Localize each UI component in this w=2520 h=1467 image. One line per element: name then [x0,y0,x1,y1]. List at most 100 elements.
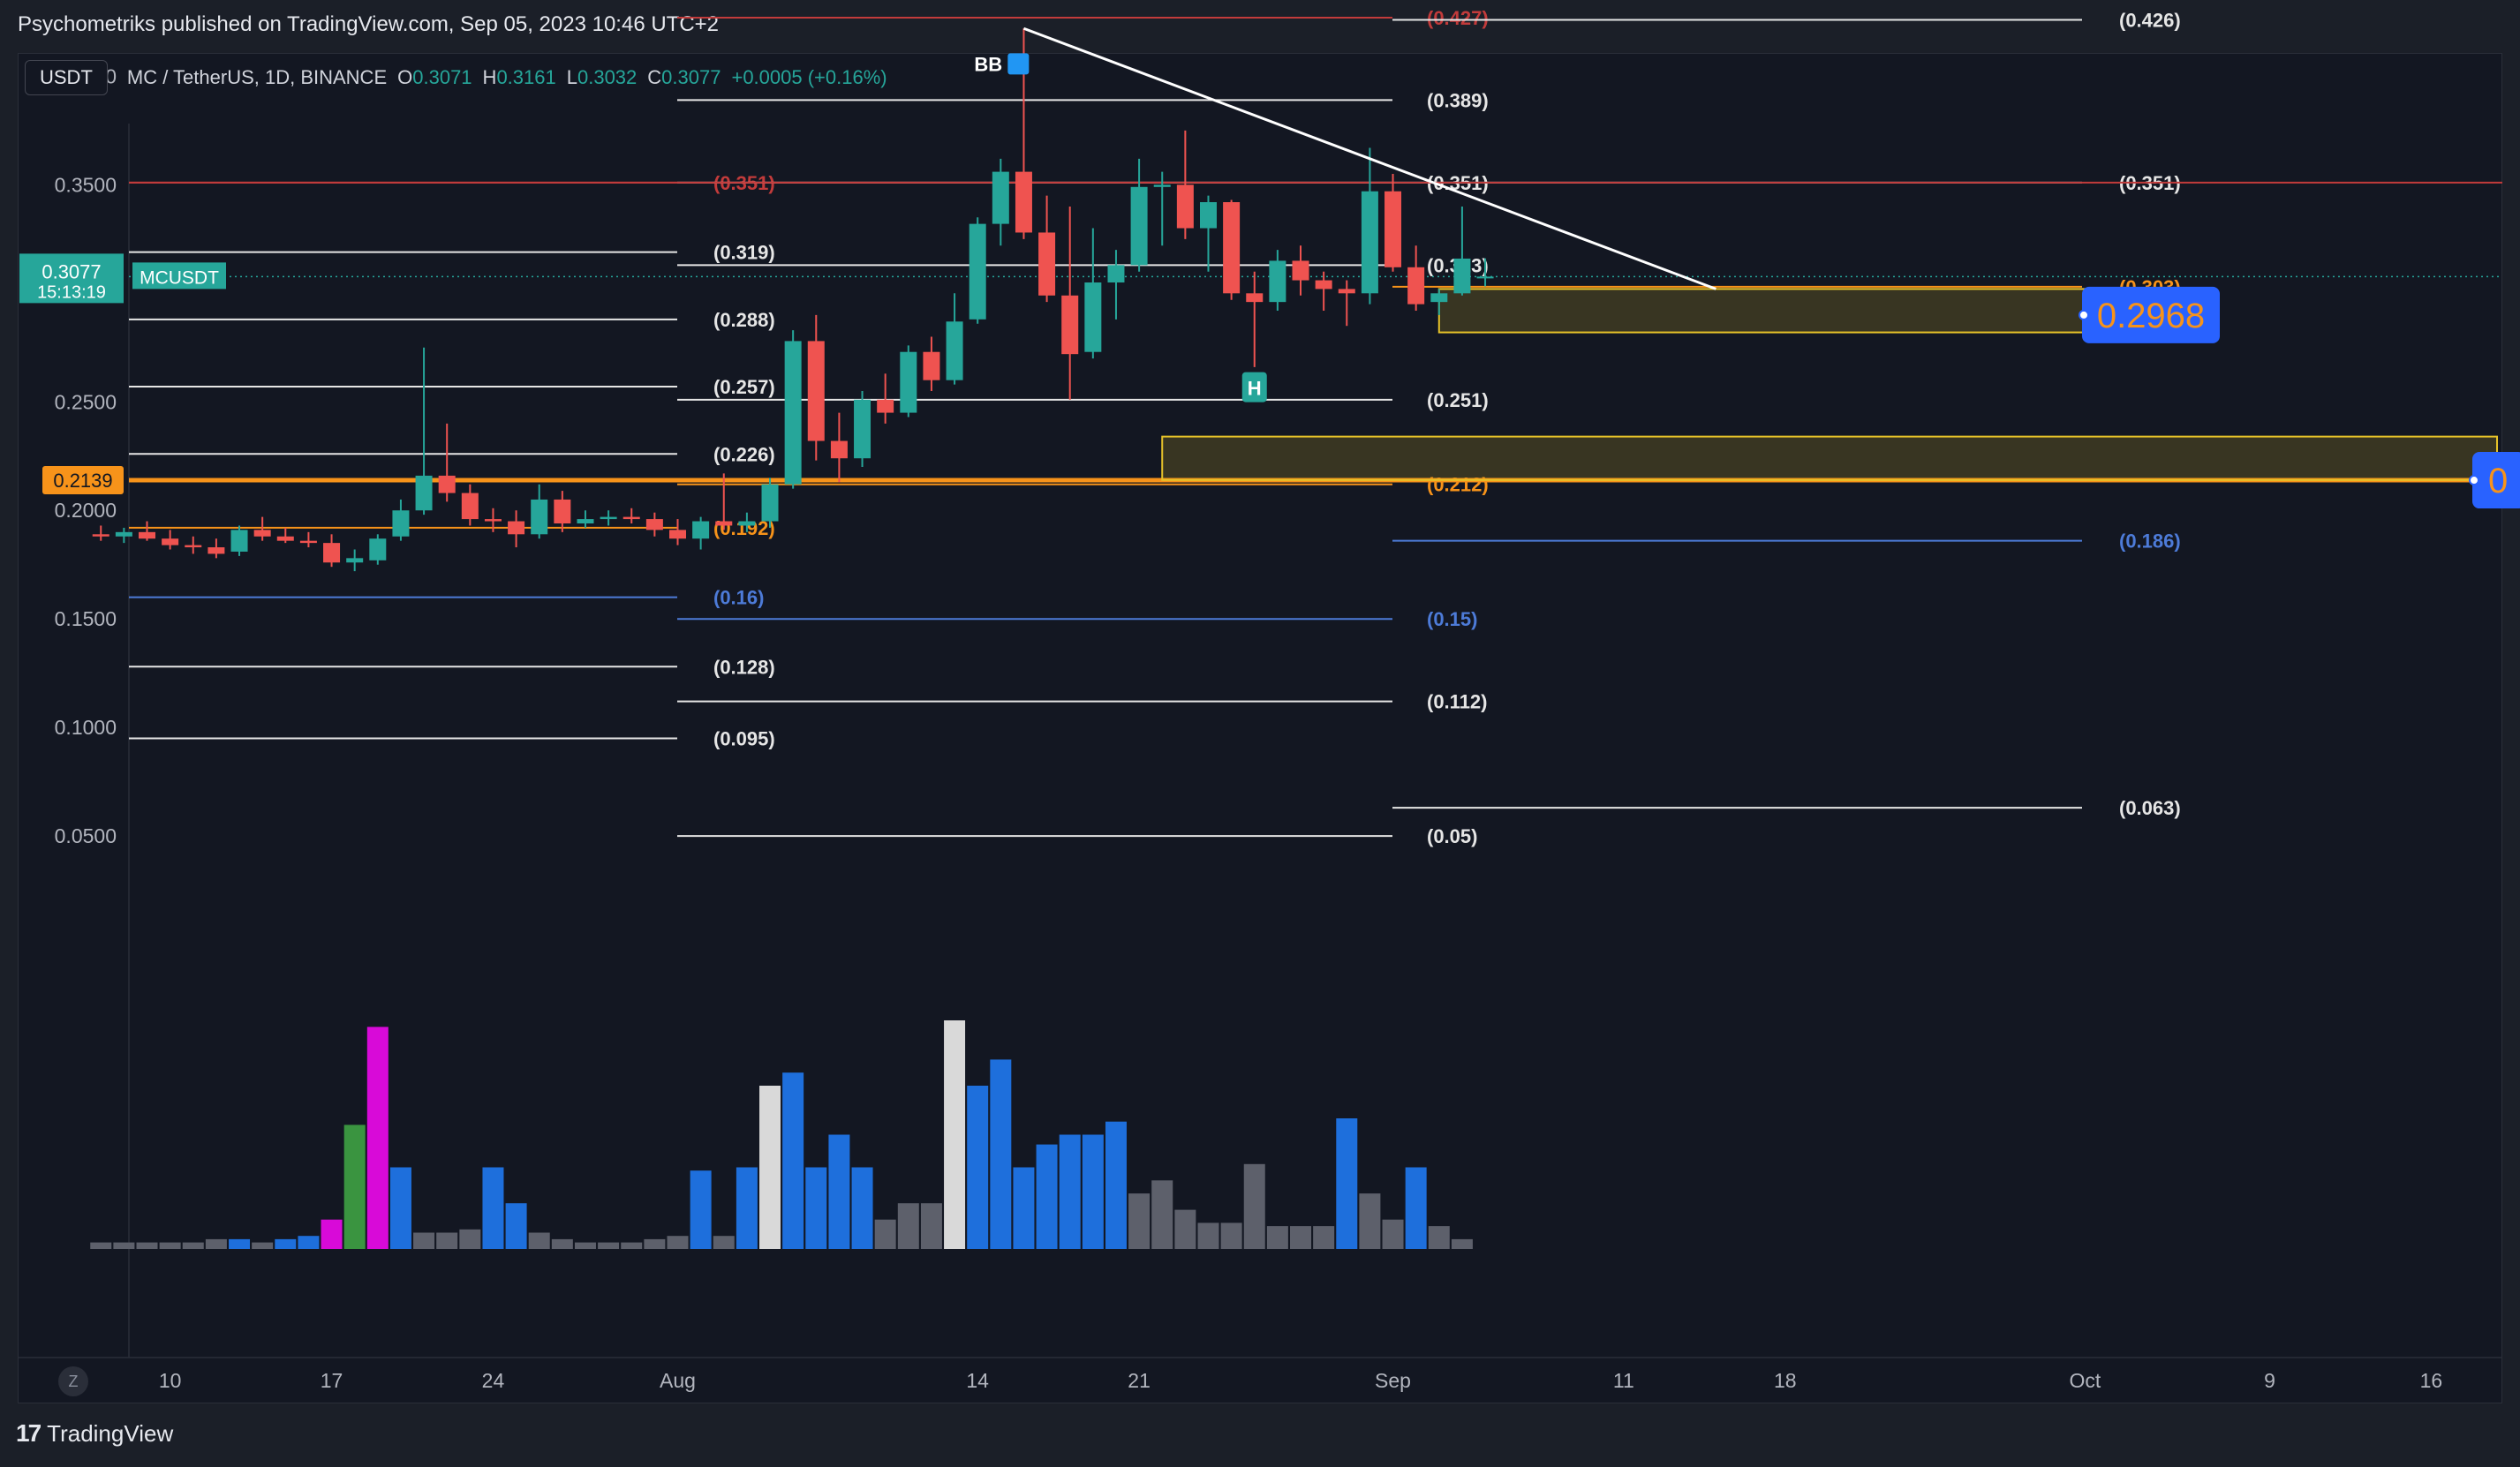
y-tick-label: 0.2000 [55,499,117,522]
fib-left-label: (0.257) [713,376,775,398]
candle-body [392,510,410,537]
candle-body [577,519,594,523]
candle-body [415,475,433,511]
candle-body [276,536,294,541]
candle-body [1061,295,1079,355]
symbol-tag-label: MCUSDT [140,267,219,288]
candle-body [900,351,917,413]
h-marker-badge [1241,372,1267,402]
candle-body [461,493,479,520]
y-tick-label: 0.1000 [55,716,117,739]
volume-bar [1428,1226,1450,1249]
x-tick-label: 14 [966,1369,989,1392]
candle-body [784,341,802,485]
volume-bar [343,1125,366,1249]
fib-mid-label: (0.427) [1427,7,1489,29]
candle-body [1315,280,1332,290]
target-zone-1 [1437,288,2086,334]
current-price-tag [19,253,124,304]
open-value: 0.3071 [412,66,472,88]
candle-body [1107,265,1125,283]
candle-body [645,519,663,530]
fib-layer: (0.319)(0.288)(0.257)(0.226)(0.192)(0.16… [129,7,2502,847]
zone-layer [1161,288,2498,481]
low-value: 0.3032 [577,66,638,88]
candle-body [854,399,871,459]
volume-bar [551,1238,573,1249]
symbol-legend: USDT MC / TetherUS, 1D, BINANCE O 0.3071… [25,58,887,97]
volume-bar [851,1167,873,1249]
volume-bar [1451,1238,1473,1249]
publisher-text: Psychometriks published on TradingView.c… [18,12,720,36]
candle-body [807,341,825,441]
volume-bar [713,1236,735,1249]
zone-value-handle-2 [2469,475,2479,486]
x-tick-label: 24 [482,1369,505,1392]
candle-body [715,521,733,526]
volume-bar [275,1238,297,1249]
volume-bar [1128,1193,1151,1249]
candle-body [139,531,156,539]
x-tick-label: 10 [159,1369,182,1392]
volume-bar [1405,1167,1427,1249]
fib-mid-label: (0.112) [1427,691,1488,713]
candle-body [230,530,248,552]
candle-body [600,516,617,520]
bb-marker-arrow-icon [1007,53,1030,75]
candle-body [1269,260,1286,303]
zone-value-handle [2079,309,2089,320]
candle-body [484,519,502,522]
candle-body [1223,202,1241,294]
volume-bar [505,1203,527,1249]
x-tick-label: 21 [1128,1369,1151,1392]
volume-bar [205,1238,227,1249]
candle-layer [92,28,1494,572]
volume-bar [805,1167,827,1249]
volume-bar [782,1072,804,1249]
candle-body [1153,184,1171,187]
fib-left-label: (0.16) [713,587,764,609]
branding-bar [0,1403,2520,1467]
volume-bar [252,1242,274,1249]
publisher-bar: Psychometriks published on TradingView.c… [0,0,2520,53]
candle-body [969,223,986,320]
volume-bar [1105,1121,1127,1249]
volume-bar [1174,1209,1196,1249]
candle-body [1476,276,1494,279]
candle-body [1246,293,1264,303]
fib-left-label: (0.288) [713,309,775,331]
fib-left-label: (0.226) [713,443,775,465]
x-tick-label: 11 [1613,1369,1634,1392]
candle-body [438,475,456,493]
support-price-value: 0.2139 [53,470,112,492]
candle-body [1407,267,1425,305]
candle-body [692,521,710,539]
currency-selector[interactable]: USDT [25,60,108,95]
tradingview-logo[interactable]: 17 TradingView [16,1419,173,1448]
volume-bar [1266,1226,1288,1249]
timezone-z-button[interactable]: Z [58,1366,88,1396]
symbol-title[interactable]: MC / TetherUS, 1D, BINANCE [126,66,388,88]
volume-bar [828,1134,850,1249]
bb-marker-label: BB [974,53,1002,75]
volume-bar [1197,1222,1219,1249]
volume-bar [459,1229,481,1249]
x-tick-label: Sep [1375,1369,1411,1392]
y-tick-label: 0.0500 [55,824,117,847]
volume-bar [944,1020,966,1249]
volume-bar [229,1238,251,1249]
candle-body [877,399,894,413]
volume-bar [113,1242,135,1249]
candle-countdown: 15:13:19 [37,282,106,302]
volume-bar [1359,1193,1381,1249]
candle-body [946,321,963,380]
candle-body [1430,293,1448,303]
fib-right-label: (0.063) [2119,797,2181,819]
volume-bar [1036,1144,1058,1249]
volume-bar [1382,1219,1404,1249]
high-value: 0.3161 [496,66,556,88]
volume-bar [1220,1222,1242,1249]
h-marker-label: H [1248,378,1262,400]
volume-bar [436,1232,458,1249]
